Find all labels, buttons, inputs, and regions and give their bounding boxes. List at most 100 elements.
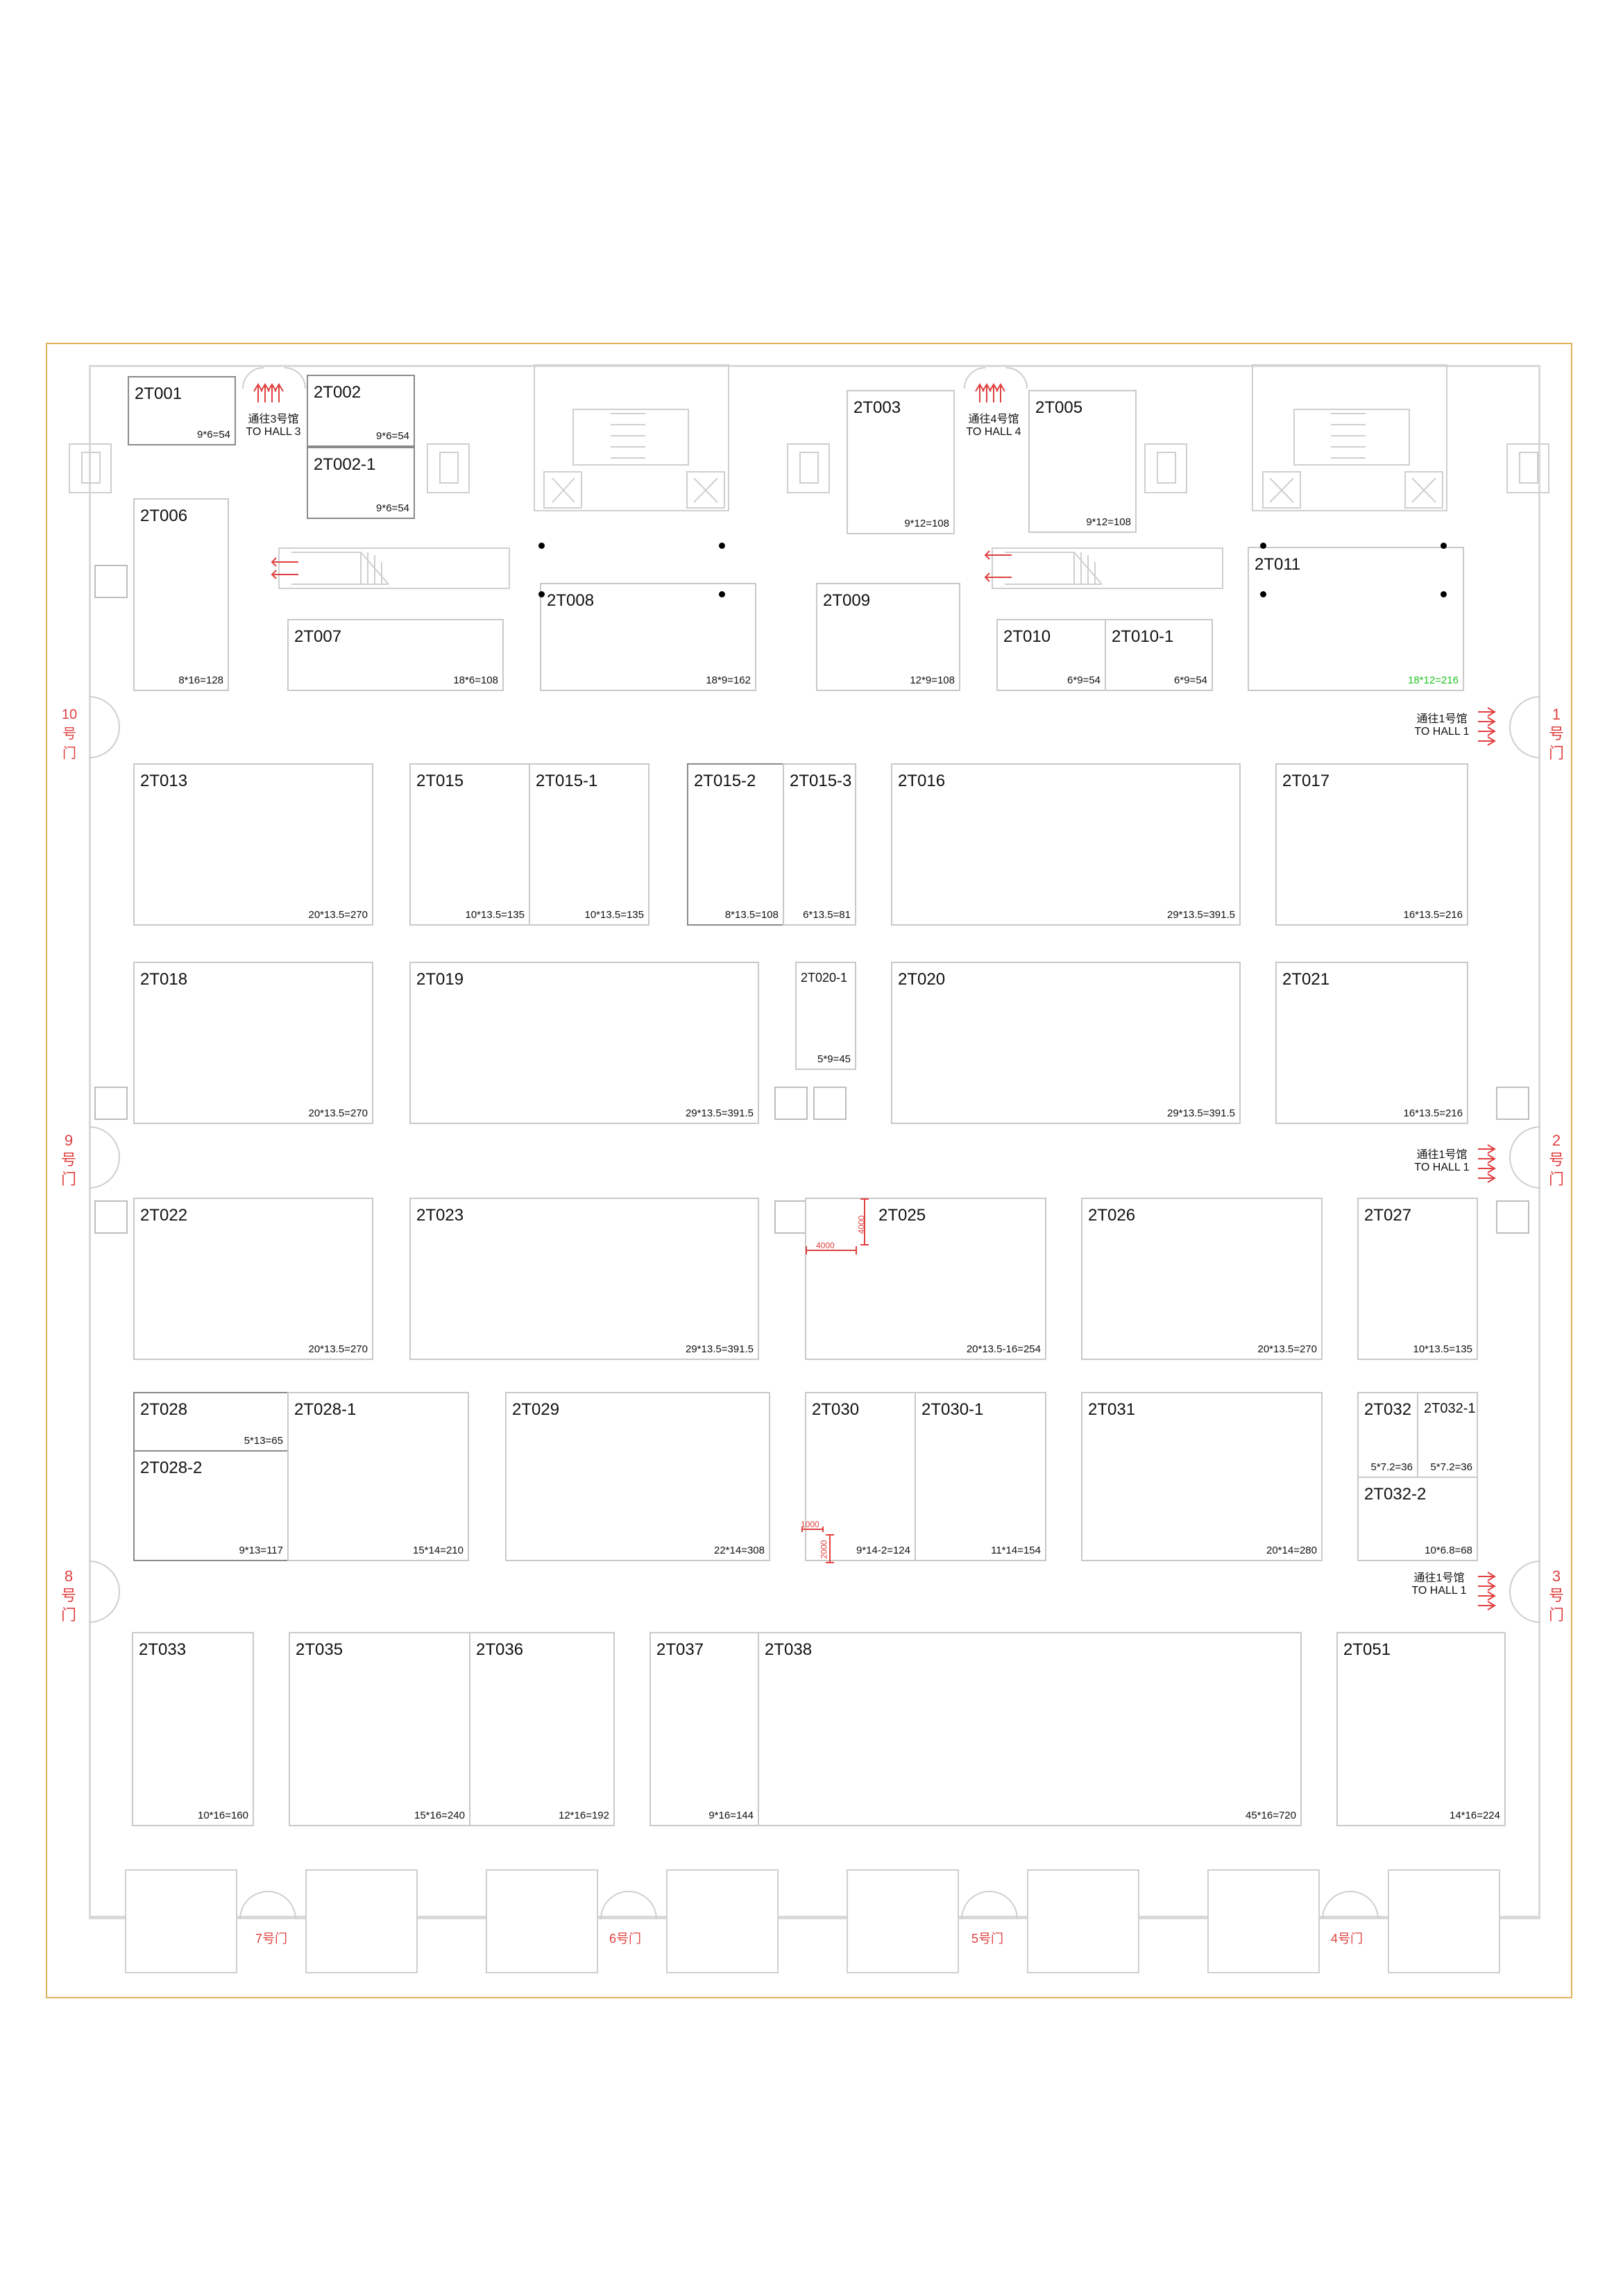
booth-2t006[interactable]: 2T006 8*16=128 (133, 498, 229, 691)
link-hall-1-a[interactable]: 通往1号馆 TO HALL 1 (1407, 713, 1477, 738)
booth-2t002-1[interactable]: 2T002-1 9*6=54 (307, 447, 415, 519)
booth-2t013[interactable]: 2T013 20*13.5=270 (133, 763, 373, 926)
booth-code: 2T017 (1282, 772, 1330, 790)
booth-2t001[interactable]: 2T001 9*6=54 (128, 376, 236, 445)
booth-code: 2T032-1 (1424, 1401, 1476, 1416)
booth-size: 9*12=108 (1086, 516, 1131, 528)
door-6[interactable]: 6号门 (609, 1932, 642, 1946)
service-box (774, 1087, 808, 1120)
booth-2t018[interactable]: 2T018 20*13.5=270 (133, 962, 373, 1124)
booth-code: 2T028-2 (140, 1459, 203, 1477)
column-marker (1441, 591, 1447, 597)
link-hall-3[interactable]: 通往3号馆 TO HALL 3 (236, 414, 311, 439)
booth-2t003[interactable]: 2T003 9*12=108 (847, 390, 955, 534)
booth-code: 2T029 (512, 1400, 560, 1419)
booth-2t007[interactable]: 2T007 18*6=108 (287, 619, 504, 691)
door-5[interactable]: 5号门 (971, 1932, 1004, 1946)
booth-code: 2T005 (1035, 398, 1083, 417)
booth-code: 2T026 (1088, 1206, 1136, 1225)
booth-2t026[interactable]: 2T026 20*13.5=270 (1081, 1198, 1323, 1360)
booth-size: 6*9=54 (1067, 674, 1101, 686)
dimension-lines (806, 1198, 869, 1255)
booth-2t038[interactable]: 2T038 45*16=720 (758, 1632, 1302, 1826)
booth-2t032-2[interactable]: 2T032-2 10*6.8=68 (1357, 1477, 1478, 1561)
booth-2t015-1[interactable]: 2T015-1 10*13.5=135 (529, 763, 649, 926)
booth-2t021[interactable]: 2T021 16*13.5=216 (1275, 962, 1468, 1124)
booth-2t015[interactable]: 2T015 10*13.5=135 (409, 763, 530, 926)
link-cn: 通往1号馆 (1416, 1149, 1468, 1161)
booth-2t033[interactable]: 2T033 10*16=160 (132, 1632, 254, 1826)
booth-2t028[interactable]: 2T028 5*13=65 (133, 1392, 289, 1452)
booth-size: 45*16=720 (1246, 1810, 1296, 1821)
booth-2t020-1[interactable]: 2T020-1 5*9=45 (795, 962, 856, 1070)
booth-2t005[interactable]: 2T005 9*12=108 (1028, 390, 1137, 533)
booth-size: 5*13=65 (244, 1435, 283, 1447)
booth-code: 2T037 (656, 1640, 704, 1659)
link-hall-1-c[interactable]: 通往1号馆 TO HALL 1 (1404, 1572, 1474, 1597)
booth-2t017[interactable]: 2T017 16*13.5=216 (1275, 763, 1468, 926)
booth-2t025[interactable]: 2T025 20*13.5-16=254 (805, 1198, 1046, 1360)
booth-code: 2T006 (140, 507, 188, 525)
booth-2t020[interactable]: 2T020 29*13.5=391.5 (891, 962, 1241, 1124)
booth-2t028-1[interactable]: 2T028-1 15*14=210 (287, 1392, 469, 1561)
booth-code: 2T028 (140, 1400, 188, 1419)
booth-2t030[interactable]: 2T030 9*14-2=124 (805, 1392, 916, 1561)
booth-2t022[interactable]: 2T022 20*13.5=270 (133, 1198, 373, 1360)
booth-code: 2T009 (823, 591, 871, 610)
link-hall-4[interactable]: 通往4号馆 TO HALL 4 (956, 414, 1031, 439)
booth-size: 29*13.5=391.5 (1166, 1107, 1235, 1119)
booth-2t051[interactable]: 2T051 14*16=224 (1336, 1632, 1506, 1826)
column-marker (719, 591, 725, 597)
booth-size: 10*6.8=68 (1425, 1545, 1472, 1556)
booth-2t030-1[interactable]: 2T030-1 11*14=154 (915, 1392, 1046, 1561)
booth-2t016[interactable]: 2T016 29*13.5=391.5 (891, 763, 1241, 926)
entrance-block (305, 1869, 418, 1973)
booth-2t023[interactable]: 2T023 29*13.5=391.5 (409, 1198, 759, 1360)
booth-2t029[interactable]: 2T029 22*14=308 (505, 1392, 770, 1561)
booth-code: 2T038 (765, 1640, 813, 1659)
door-10[interactable]: 10 号门 (61, 707, 78, 761)
booth-2t031[interactable]: 2T031 20*14=280 (1081, 1392, 1323, 1561)
booth-2t002[interactable]: 2T002 9*6=54 (307, 375, 415, 447)
booth-code: 2T015-2 (694, 772, 756, 790)
booth-2t032[interactable]: 2T032 5*7.2=36 (1357, 1392, 1418, 1478)
dimension-label: 1000 (801, 1520, 819, 1529)
booth-size: 10*13.5=135 (1413, 1343, 1472, 1355)
booth-2t011[interactable]: 2T011 18*12=216 (1248, 547, 1464, 691)
booth-2t010[interactable]: 2T010 6*9=54 (996, 619, 1106, 691)
link-hall-1-b[interactable]: 通往1号馆 TO HALL 1 (1407, 1149, 1477, 1174)
booth-2t015-3[interactable]: 2T015-3 6*13.5=81 (783, 763, 856, 926)
booth-size: 8*16=128 (178, 674, 223, 686)
door-7[interactable]: 7号门 (255, 1932, 288, 1946)
booth-2t009[interactable]: 2T009 12*9=108 (816, 583, 960, 691)
booth-code: 2T030 (812, 1400, 860, 1419)
booth-2t019[interactable]: 2T019 29*13.5=391.5 (409, 962, 759, 1124)
booth-2t008[interactable]: 2T008 18*9=162 (540, 583, 756, 691)
booth-code: 2T032 (1364, 1400, 1412, 1419)
booth-2t010-1[interactable]: 2T010-1 6*9=54 (1105, 619, 1213, 691)
booth-size: 9*6=54 (197, 429, 230, 441)
booth-size: 9*13=117 (239, 1545, 283, 1556)
booth-2t035[interactable]: 2T035 15*16=240 (289, 1632, 470, 1826)
booth-size: 6*13.5=81 (803, 909, 851, 921)
booth-code: 2T025 (878, 1206, 926, 1225)
service-box (94, 565, 128, 598)
booth-2t037[interactable]: 2T037 9*16=144 (649, 1632, 759, 1826)
booth-2t027[interactable]: 2T027 10*13.5=135 (1357, 1198, 1478, 1360)
booth-2t028-2[interactable]: 2T028-2 9*13=117 (133, 1450, 289, 1561)
door-4[interactable]: 4号门 (1331, 1932, 1363, 1946)
booth-code: 2T016 (898, 772, 946, 790)
booth-2t015-2[interactable]: 2T015-2 8*13.5=108 (687, 763, 784, 926)
booth-size: 20*14=280 (1266, 1545, 1317, 1556)
booth-2t036[interactable]: 2T036 12*16=192 (469, 1632, 615, 1826)
booth-size: 20*13.5=270 (1257, 1343, 1317, 1355)
link-cn: 通往3号馆 (248, 414, 299, 425)
booth-size: 20*13.5=270 (308, 1107, 368, 1119)
booth-code: 2T015-3 (790, 772, 852, 790)
